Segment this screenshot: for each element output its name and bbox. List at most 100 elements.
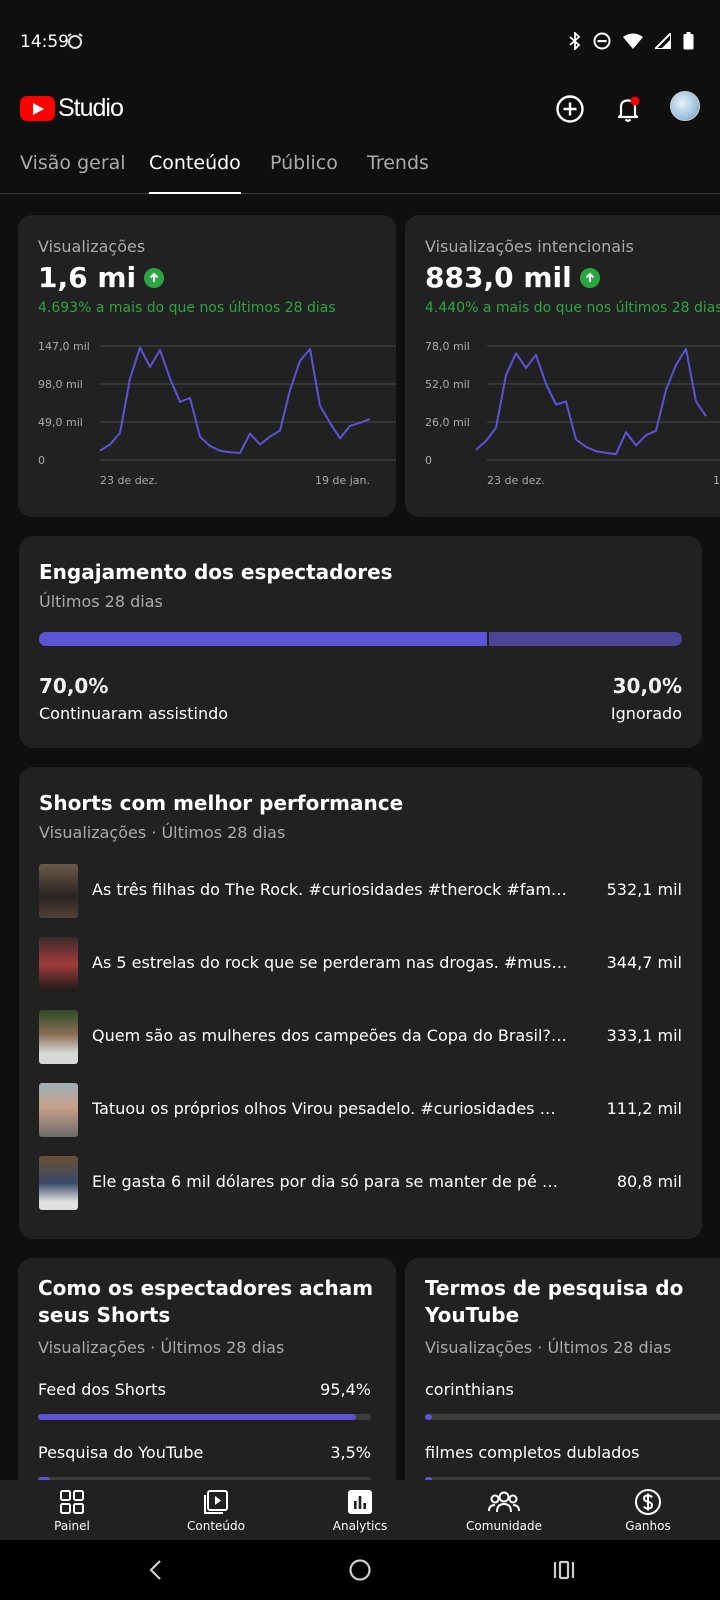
source-value: 95,4% [320, 1380, 371, 1399]
search-term-bar-fill [425, 1414, 432, 1420]
intentional-views-card[interactable]: Visualizações intencionais 883,0 mil 4.4… [405, 215, 720, 517]
tab-trends[interactable]: Trends [367, 152, 429, 174]
short-views: 532,1 mil [606, 880, 682, 899]
short-row[interactable]: Tatuou os próprios olhos Virou pesadelo.… [39, 1083, 682, 1137]
back-icon [149, 1560, 161, 1580]
short-row[interactable]: Quem são as mulheres dos campeões da Cop… [39, 1010, 682, 1064]
short-title: Quem são as mulheres dos campeões da Cop… [92, 1026, 568, 1045]
notifications-button[interactable] [608, 89, 648, 129]
home-button[interactable] [340, 1554, 380, 1586]
nav-comunidade[interactable]: Comunidade [432, 1480, 576, 1540]
top-shorts-title: Shorts com melhor performance [39, 791, 404, 815]
views-chart-y-tick-label: 0 [38, 454, 45, 467]
views-chart-x-tick-label: 23 de dez. [100, 474, 158, 487]
views-delta: 4.693% a mais do que nos últimos 28 dias [38, 300, 336, 316]
short-title: As 5 estrelas do rock que se perderam na… [92, 953, 568, 972]
short-title: Tatuou os próprios olhos Virou pesadelo.… [92, 1099, 568, 1118]
arrow-up-icon [144, 267, 165, 288]
discovery-subtitle: Visualizações · Últimos 28 dias [38, 1338, 285, 1357]
bell-icon [617, 96, 640, 122]
source-row: Pesquisa do YouTube 3,5% [38, 1443, 371, 1483]
create-plus-icon [556, 95, 584, 123]
source-row: Feed dos Shorts 95,4% [38, 1380, 371, 1420]
short-row[interactable]: As três filhas do The Rock. #curiosidade… [39, 864, 682, 918]
source-label: Feed dos Shorts [38, 1380, 166, 1399]
content-icon [203, 1488, 229, 1516]
short-row[interactable]: As 5 estrelas do rock que se perderam na… [39, 937, 682, 991]
discovery-title-line2: seus Shorts [38, 1303, 171, 1327]
nav-label: Painel [54, 1519, 90, 1533]
intentional-chart-y-tick-label: 0 [425, 454, 432, 467]
views-chart-series-line [99, 346, 371, 454]
tab-publico[interactable]: Público [270, 152, 338, 174]
short-views: 333,1 mil [606, 1026, 682, 1045]
wifi-icon [623, 33, 643, 53]
battery-icon [683, 32, 694, 54]
source-label: Pesquisa do YouTube [38, 1443, 204, 1462]
back-button[interactable] [136, 1554, 176, 1586]
top-shorts-card: Shorts com melhor performance Visualizaç… [19, 767, 702, 1239]
youtube-studio-logo: Studio [20, 94, 124, 123]
source-bar [38, 1414, 371, 1420]
nav-painel[interactable]: Painel [0, 1480, 144, 1540]
engagement-bar-fill [39, 632, 490, 646]
short-title: Ele gasta 6 mil dólares por dia só para … [92, 1172, 568, 1191]
status-time: 14:59 [20, 32, 69, 52]
intentional-chart-series-line [475, 347, 707, 456]
top-shorts-subtitle: Visualizações · Últimos 28 dias [39, 823, 286, 842]
short-title: As três filhas do The Rock. #curiosidade… [92, 880, 568, 899]
search-terms-card[interactable]: Termos de pesquisa do YouTube Visualizaç… [405, 1258, 720, 1498]
bluetooth-icon [569, 30, 581, 54]
discovery-card[interactable]: Como os espectadores acham seus Shorts V… [18, 1258, 396, 1498]
nav-label: Ganhos [625, 1519, 671, 1533]
source-value: 3,5% [330, 1443, 371, 1462]
search-term-row: filmes completos dublados [425, 1443, 720, 1483]
intentional-chart-x-tick-label: 19 [713, 474, 720, 487]
tab-conteudo[interactable]: Conteúdo [149, 152, 241, 194]
intentional-views-label: Visualizações intencionais [425, 237, 634, 256]
short-views: 111,2 mil [606, 1099, 682, 1118]
recents-icon [553, 1560, 575, 1580]
views-label: Visualizações [38, 237, 146, 256]
intentional-chart-y-tick-label: 78,0 mil [425, 340, 470, 353]
tab-bar: Visão geral Conteúdo Público Trends [0, 146, 720, 194]
search-terms-title-line1: Termos de pesquisa do [425, 1276, 684, 1300]
dashboard-icon [59, 1488, 85, 1516]
community-icon [488, 1488, 520, 1516]
views-line-chart: 147,0 mil 98,0 mil 49,0 mil 0 23 de dez. 19 d… [38, 340, 396, 487]
analytics-icon [347, 1488, 373, 1516]
views-chart-y-tick-label: 49,0 mil [38, 416, 83, 429]
continued-label: Continuaram assistindo [39, 704, 229, 723]
discovery-title-line1: Como os espectadores acham [38, 1276, 374, 1300]
signal-icon [652, 30, 672, 53]
search-terms-subtitle: Visualizações · Últimos 28 dias [425, 1338, 672, 1357]
source-bar-fill [38, 1414, 356, 1420]
nav-ganhos[interactable]: Ganhos [576, 1480, 720, 1540]
search-term-row: corinthians [425, 1380, 720, 1420]
skipped-label: Ignorado [610, 704, 682, 723]
engagement-subtitle: Últimos 28 dias [39, 592, 163, 611]
short-thumbnail [39, 1083, 78, 1137]
dnd-icon [593, 32, 611, 54]
nav-analytics[interactable]: Analytics [288, 1480, 432, 1540]
intentional-chart-x-tick-label: 23 de dez. [487, 474, 545, 487]
create-button[interactable] [550, 89, 590, 129]
engagement-bar [39, 632, 682, 646]
nav-conteudo[interactable]: Conteúdo [144, 1480, 288, 1540]
alarm-snooze-icon [66, 33, 84, 53]
short-thumbnail [39, 864, 78, 918]
views-card[interactable]: Visualizações 1,6 mi 4.693% a mais do qu… [18, 215, 396, 517]
views-chart-y-tick-label: 98,0 mil [38, 378, 83, 391]
short-row[interactable]: Ele gasta 6 mil dólares por dia só para … [39, 1156, 682, 1210]
search-terms-title-line2: YouTube [425, 1303, 520, 1327]
avatar[interactable] [670, 91, 700, 121]
tab-visao-geral[interactable]: Visão geral [20, 152, 126, 174]
nav-label: Analytics [332, 1519, 388, 1533]
engagement-card[interactable]: Engajamento dos espectadores Últimos 28 … [19, 536, 702, 748]
home-icon [349, 1559, 371, 1581]
short-views: 80,8 mil [616, 1172, 682, 1191]
recents-button[interactable] [544, 1554, 584, 1586]
short-views: 344,7 mil [606, 953, 682, 972]
skipped-value: 30,0% [612, 674, 682, 698]
short-thumbnail [39, 1156, 78, 1210]
